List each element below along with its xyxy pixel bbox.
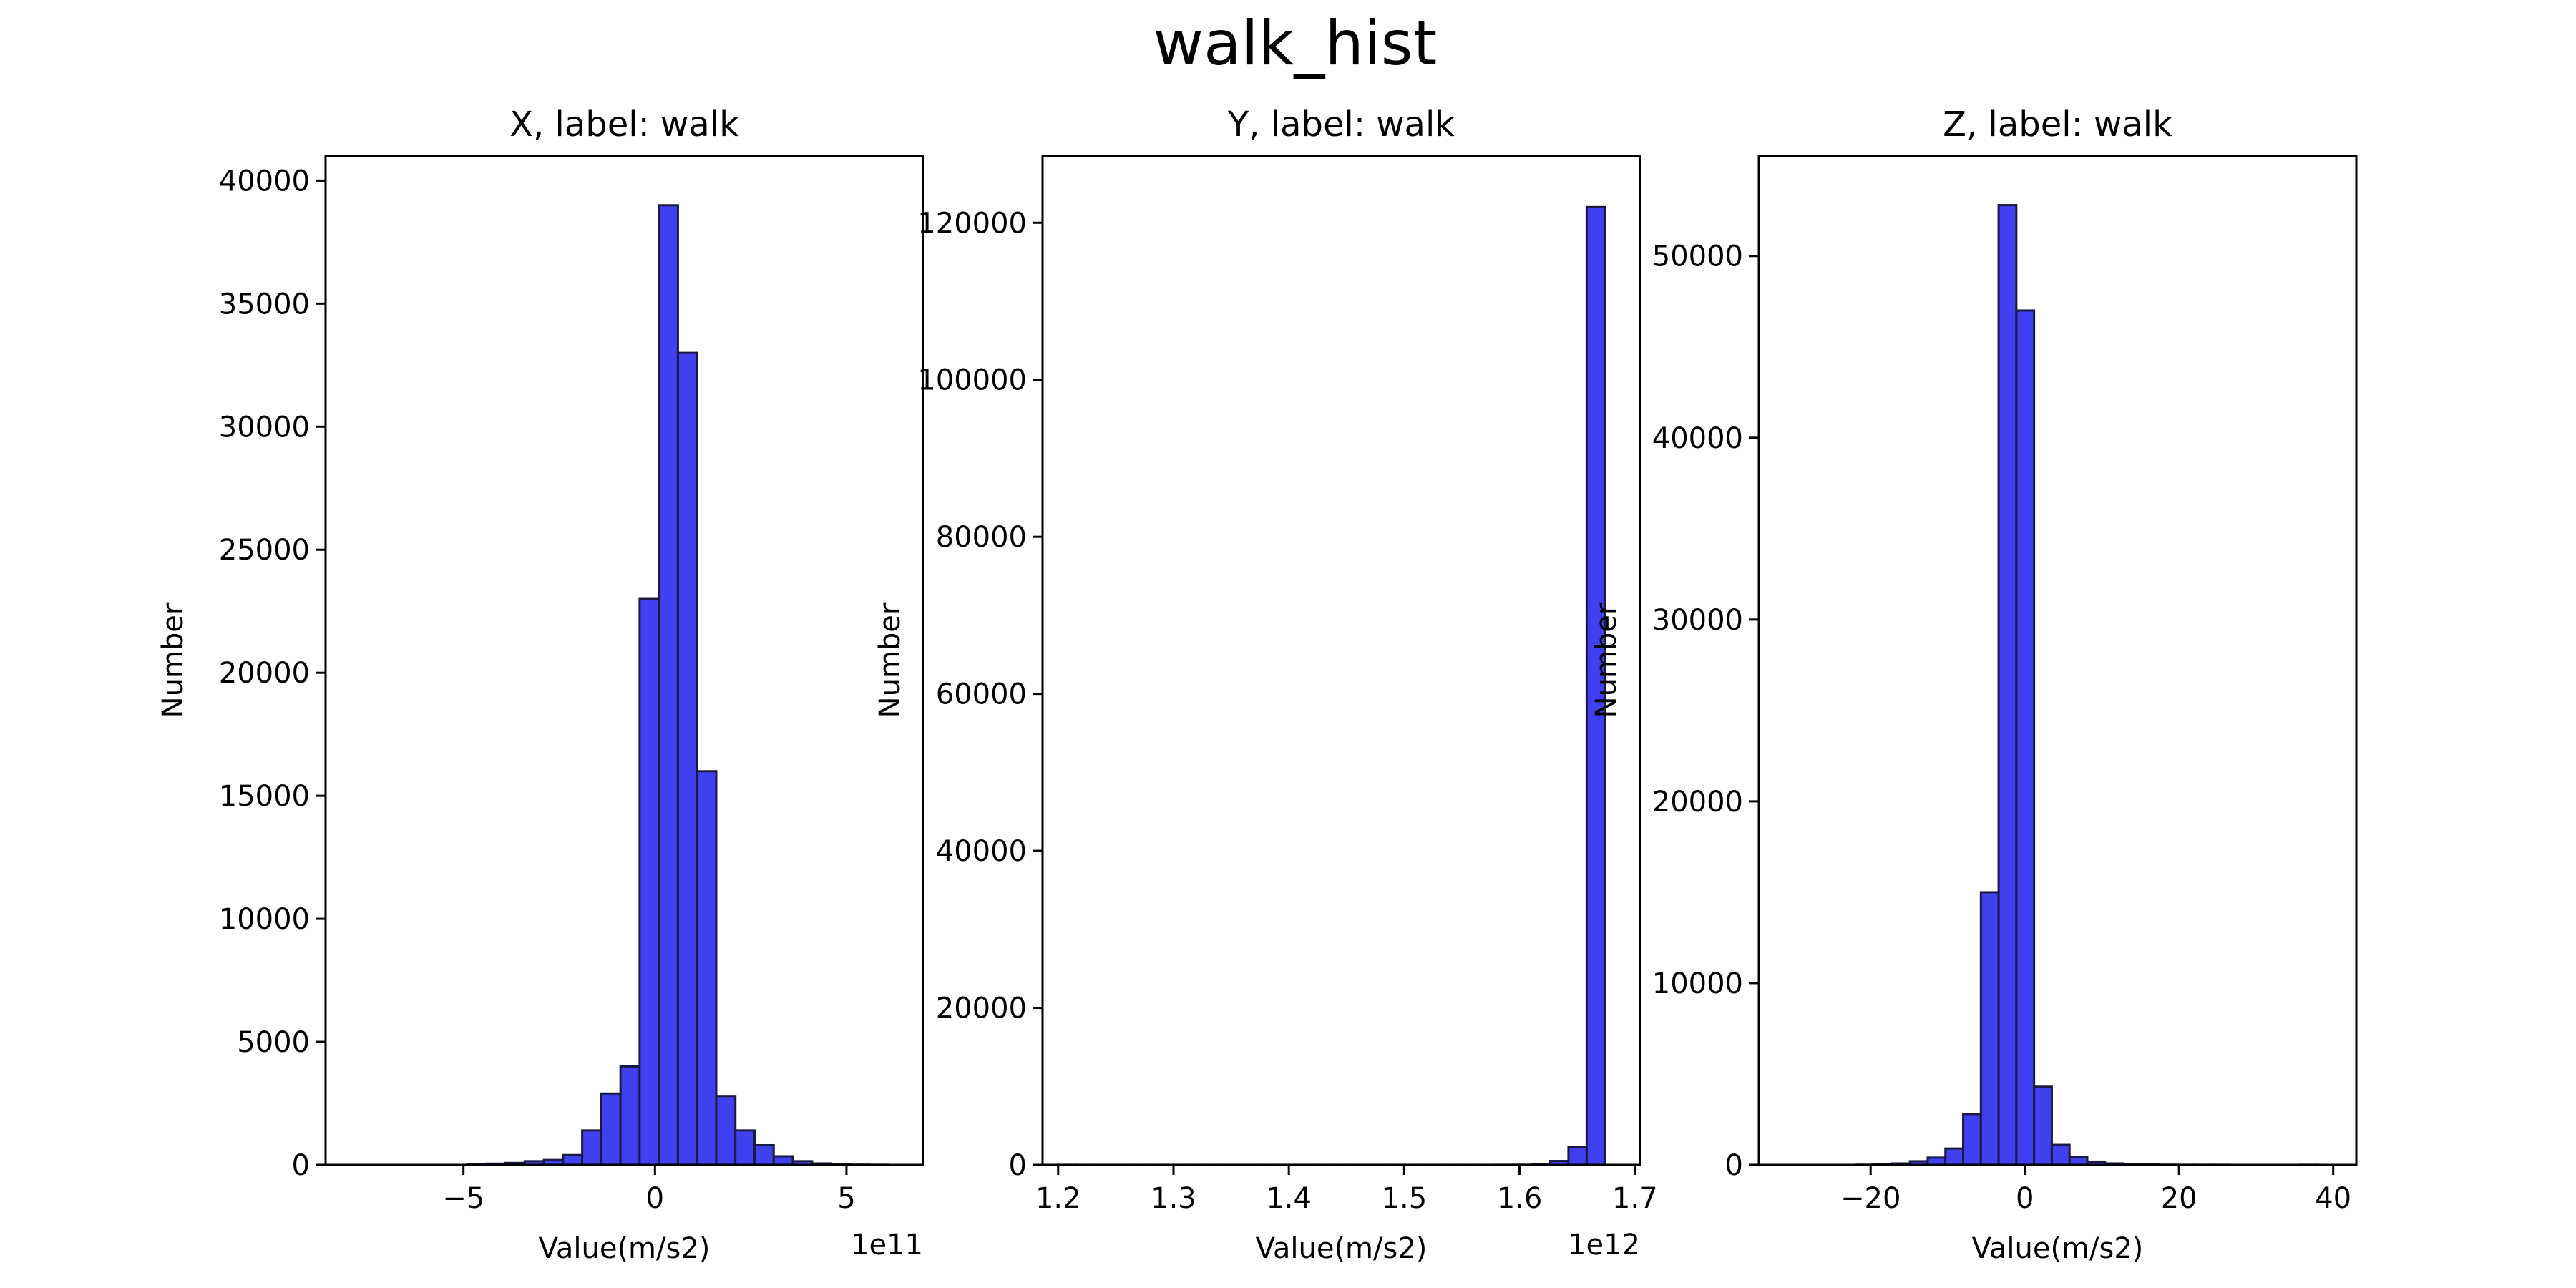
subplot-title: X, label: walk [509, 104, 739, 145]
y-axis-label: Number [157, 602, 190, 718]
x-tick-label: −5 [442, 1182, 484, 1215]
subplot-1: 1.2 1.3 1.4 1.5 1.6 1.7 0 20000 40000 60000 80000 1… [874, 104, 1658, 1265]
histogram-bar [2050, 1143, 2071, 1166]
y-tick-label: 25000 [219, 534, 310, 567]
axes-frame [1041, 155, 1641, 1166]
x-tick-label: 40 [2315, 1182, 2351, 1215]
histogram-bar [600, 1092, 622, 1166]
y-tick-label: 30000 [219, 411, 310, 444]
y-tick-label: 30000 [1652, 604, 1743, 637]
subplot-title: Y, label: walk [1227, 104, 1455, 145]
axes-frame [324, 155, 924, 1166]
subplot-title: Z, label: walk [1943, 104, 2172, 145]
histogram-bar [2015, 309, 2036, 1166]
x-tick-label: 1.5 [1382, 1182, 1428, 1215]
x-axis-label: Value(m/s2) [539, 1232, 711, 1265]
histogram-bar [638, 597, 660, 1166]
y-tick-label: 15000 [219, 780, 310, 813]
x-offset-label: 1e11 [851, 1229, 923, 1262]
histogram-bar [1962, 1113, 1982, 1166]
x-tick-label: 1.3 [1151, 1182, 1196, 1215]
y-tick-label: 50000 [1652, 240, 1743, 273]
x-tick-label: 1.4 [1266, 1182, 1312, 1215]
y-tick-label: 35000 [219, 288, 310, 321]
y-axis-label: Number [874, 602, 907, 718]
y-tick-label: 10000 [219, 903, 310, 936]
histogram-bar [562, 1153, 584, 1166]
y-axis-label: Number [1590, 602, 1623, 718]
histogram-bar [1567, 1146, 1588, 1166]
y-tick-label: 100000 [917, 364, 1027, 397]
y-tick-label: 60000 [936, 678, 1027, 711]
histogram-bar [772, 1155, 794, 1166]
histogram-bar [619, 1065, 641, 1166]
y-tick-label: 120000 [917, 207, 1027, 240]
histogram-bar [1997, 204, 2018, 1166]
x-tick-label: 1.7 [1612, 1182, 1658, 1215]
subplot-2: −20 0 20 40 0 10000 20000 30000 40000 50000 Z, lab… [1590, 104, 2358, 1265]
y-tick-label: 40000 [1652, 422, 1743, 455]
x-axis-label: Value(m/s2) [1256, 1232, 1428, 1265]
histogram-bar [753, 1143, 775, 1166]
histogram-bar [2068, 1156, 2089, 1166]
histogram-bar [696, 770, 718, 1166]
x-axis-label: Value(m/s2) [1972, 1232, 2144, 1265]
y-tick-label: 10000 [1652, 967, 1743, 1000]
x-tick-label: 0 [646, 1182, 664, 1215]
y-tick-label: 20000 [219, 657, 310, 690]
y-tick-label: 0 [292, 1149, 310, 1182]
y-tick-label: 0 [1009, 1149, 1027, 1182]
histogram-bar [1926, 1156, 1947, 1166]
y-tick-label: 40000 [219, 165, 310, 197]
y-tick-label: 40000 [936, 835, 1027, 868]
x-tick-label: −20 [1840, 1182, 1901, 1215]
histogram-bar [734, 1129, 756, 1166]
histogram-bar [676, 351, 698, 1166]
subplot-grid: −5 0 5050001000015000200002500030000350004… [157, 104, 2358, 1265]
x-tick-label: 0 [2016, 1182, 2034, 1215]
y-tick-label: 20000 [1652, 786, 1743, 819]
histogram-bar [658, 204, 679, 1166]
y-tick-label: 80000 [936, 521, 1027, 554]
subplot-0: −5 0 5 0 5000 10000 15000 20000 25000 30000 35000 4… [157, 104, 924, 1265]
x-tick-label: 1.2 [1035, 1182, 1081, 1215]
y-tick-label: 20000 [936, 992, 1027, 1025]
y-tick-label: 0 [1725, 1149, 1743, 1182]
x-tick-label: 5 [837, 1182, 855, 1215]
histogram-bar [1979, 891, 2000, 1166]
histogram-bar [715, 1095, 737, 1166]
y-tick-label: 5000 [237, 1026, 310, 1059]
x-tick-label: 1.6 [1497, 1182, 1543, 1215]
histogram-bars [466, 204, 890, 1166]
histogram-bar [1944, 1147, 1965, 1166]
figure-title: walk_hist [1153, 8, 1438, 79]
x-offset-label: 1e12 [1568, 1229, 1640, 1262]
histogram-bar [2033, 1085, 2053, 1166]
axes-frame [1757, 155, 2358, 1166]
histogram-bar [1585, 205, 1606, 1166]
x-tick-label: 20 [2161, 1182, 2197, 1215]
histogram-bar [581, 1129, 602, 1166]
